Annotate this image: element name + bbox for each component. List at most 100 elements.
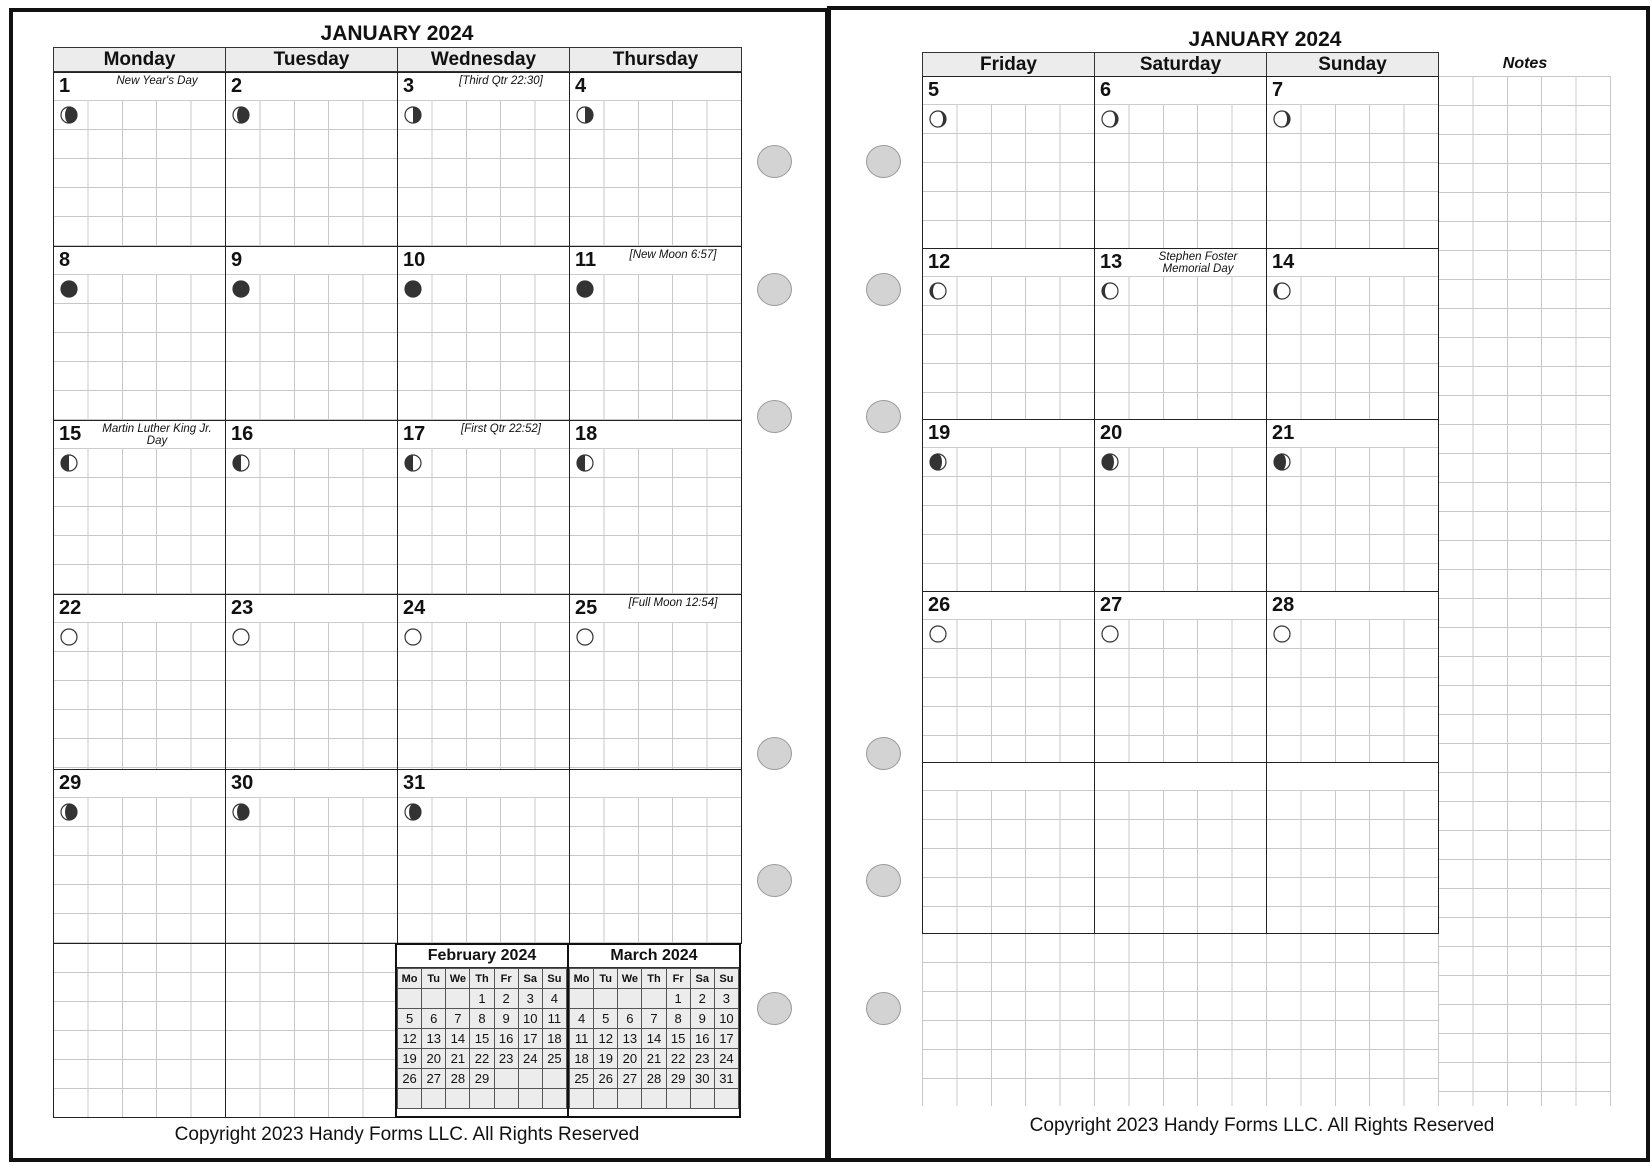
mini-date[interactable]: 7 <box>641 1008 667 1029</box>
mini-date[interactable]: 4 <box>568 1008 595 1029</box>
mini-date[interactable]: 22 <box>665 1048 691 1069</box>
mini-date[interactable]: 10 <box>517 1008 543 1029</box>
mini-date[interactable]: 15 <box>469 1028 495 1049</box>
mini-date[interactable]: 29 <box>665 1068 691 1089</box>
mini-date[interactable]: 12 <box>593 1028 619 1049</box>
day-cell[interactable]: 27 <box>1094 591 1267 763</box>
day-cell[interactable]: 15 Martin Luther King Jr. Day <box>53 420 226 595</box>
day-cell[interactable]: 31 <box>397 769 570 944</box>
mini-date[interactable]: 31 <box>713 1068 740 1089</box>
mini-date[interactable]: 13 <box>617 1028 643 1049</box>
mini-date[interactable]: 6 <box>617 1008 643 1029</box>
mini-date[interactable]: 9 <box>493 1008 519 1029</box>
mini-date[interactable]: 7 <box>445 1008 471 1029</box>
mini-date[interactable]: 1 <box>665 988 691 1009</box>
mini-date[interactable]: 10 <box>713 1008 740 1029</box>
mini-date[interactable]: 19 <box>593 1048 619 1069</box>
mini-date[interactable]: 3 <box>713 988 740 1009</box>
mini-date[interactable]: 4 <box>541 988 568 1009</box>
day-cell[interactable]: 22 <box>53 594 226 770</box>
mini-date[interactable]: 8 <box>665 1008 691 1029</box>
mini-date[interactable]: 24 <box>517 1048 543 1069</box>
day-cell[interactable]: 19 <box>922 419 1095 592</box>
writing-grid <box>923 447 1094 591</box>
day-cell[interactable]: 7 <box>1266 76 1439 249</box>
day-cell[interactable]: 9 <box>225 246 398 421</box>
day-cell[interactable]: 5 <box>922 76 1095 249</box>
mini-date[interactable]: 16 <box>689 1028 715 1049</box>
day-cell[interactable]: 18 <box>569 420 742 595</box>
mini-date[interactable]: 12 <box>396 1028 423 1049</box>
day-cell[interactable]: 21 <box>1266 419 1439 592</box>
mini-date[interactable]: 14 <box>445 1028 471 1049</box>
mini-date[interactable]: 27 <box>421 1068 447 1089</box>
day-cell[interactable]: 24 <box>397 594 570 770</box>
bottom-notes-grid[interactable] <box>922 933 1439 1106</box>
mini-date[interactable]: 2 <box>689 988 715 1009</box>
mini-date[interactable]: 16 <box>493 1028 519 1049</box>
mini-date[interactable]: 24 <box>713 1048 740 1069</box>
blank-cell[interactable] <box>225 943 398 1118</box>
day-cell[interactable]: 30 <box>225 769 398 944</box>
day-cell[interactable]: 3 [Third Qtr 22:30] <box>397 72 570 247</box>
day-cell[interactable]: 13 Stephen Foster Memorial Day <box>1094 248 1267 420</box>
mini-date[interactable]: 18 <box>568 1048 595 1069</box>
day-cell[interactable]: 14 <box>1266 248 1439 420</box>
mini-date[interactable]: 25 <box>541 1048 568 1069</box>
mini-date[interactable]: 1 <box>469 988 495 1009</box>
mini-date[interactable]: 25 <box>568 1068 595 1089</box>
mini-date[interactable]: 28 <box>641 1068 667 1089</box>
day-cell[interactable]: 20 <box>1094 419 1267 592</box>
mini-date[interactable]: 23 <box>689 1048 715 1069</box>
mini-date[interactable]: 21 <box>445 1048 471 1069</box>
day-cell[interactable]: 10 <box>397 246 570 421</box>
mini-date[interactable]: 5 <box>593 1008 619 1029</box>
mini-date[interactable]: 17 <box>517 1028 543 1049</box>
day-cell[interactable]: 2 <box>225 72 398 247</box>
mini-date[interactable]: 20 <box>421 1048 447 1069</box>
day-cell[interactable]: 11 [New Moon 6:57] <box>569 246 742 421</box>
day-cell[interactable]: 12 <box>922 248 1095 420</box>
day-cell[interactable]: 4 <box>569 72 742 247</box>
day-cell[interactable]: 6 <box>1094 76 1267 249</box>
mini-date[interactable]: 11 <box>541 1008 568 1029</box>
mini-date[interactable]: 3 <box>517 988 543 1009</box>
mini-date[interactable]: 14 <box>641 1028 667 1049</box>
day-cell[interactable]: 26 <box>922 591 1095 763</box>
mini-date[interactable]: 23 <box>493 1048 519 1069</box>
day-cell[interactable]: 29 <box>53 769 226 944</box>
day-cell[interactable]: 23 <box>225 594 398 770</box>
mini-date[interactable]: 28 <box>445 1068 471 1089</box>
mini-date[interactable]: 18 <box>541 1028 568 1049</box>
mini-date[interactable]: 17 <box>713 1028 740 1049</box>
day-cell[interactable]: 16 <box>225 420 398 595</box>
mini-date[interactable]: 26 <box>396 1068 423 1089</box>
mini-date[interactable]: 13 <box>421 1028 447 1049</box>
day-cell[interactable] <box>1094 762 1267 934</box>
mini-date[interactable]: 11 <box>568 1028 595 1049</box>
mini-date[interactable]: 6 <box>421 1008 447 1029</box>
mini-date[interactable]: 22 <box>469 1048 495 1069</box>
mini-date[interactable]: 27 <box>617 1068 643 1089</box>
day-cell[interactable] <box>569 769 742 944</box>
mini-date[interactable]: 26 <box>593 1068 619 1089</box>
day-cell[interactable]: 17 [First Qtr 22:52] <box>397 420 570 595</box>
day-cell[interactable] <box>922 762 1095 934</box>
mini-date[interactable]: 8 <box>469 1008 495 1029</box>
day-cell[interactable]: 8 <box>53 246 226 421</box>
notes-grid[interactable] <box>1438 76 1611 1106</box>
mini-date[interactable]: 5 <box>396 1008 423 1029</box>
mini-date[interactable]: 19 <box>396 1048 423 1069</box>
mini-date[interactable]: 15 <box>665 1028 691 1049</box>
day-cell[interactable]: 28 <box>1266 591 1439 763</box>
mini-date[interactable]: 9 <box>689 1008 715 1029</box>
day-cell[interactable] <box>1266 762 1439 934</box>
mini-date[interactable]: 20 <box>617 1048 643 1069</box>
day-cell[interactable]: 25 [Full Moon 12:54] <box>569 594 742 770</box>
mini-date[interactable]: 29 <box>469 1068 495 1089</box>
blank-cell[interactable] <box>53 943 226 1118</box>
mini-date[interactable]: 21 <box>641 1048 667 1069</box>
mini-date[interactable]: 2 <box>493 988 519 1009</box>
day-cell[interactable]: 1 New Year's Day <box>53 72 226 247</box>
mini-date[interactable]: 30 <box>689 1068 715 1089</box>
